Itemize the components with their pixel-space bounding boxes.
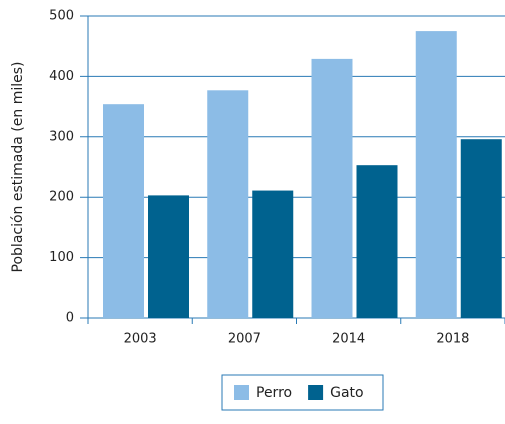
bar <box>311 58 353 318</box>
y-tick-label: 400 <box>49 69 74 84</box>
bar <box>207 90 249 319</box>
x-tick-label: 2007 <box>228 332 261 347</box>
bar <box>460 139 502 318</box>
bar <box>148 195 189 318</box>
legend-label: Gato <box>330 385 363 401</box>
y-tick-label: 100 <box>49 250 74 265</box>
y-tick-label: 500 <box>49 9 74 24</box>
legend-swatch <box>234 385 249 400</box>
bar <box>252 190 294 318</box>
y-axis-label: Población estimada (en miles) <box>10 62 26 273</box>
x-tick-label: 2014 <box>332 332 365 347</box>
bar <box>415 31 457 318</box>
legend-label: Perro <box>256 385 292 401</box>
bar <box>103 104 144 319</box>
y-tick-label: 200 <box>49 190 74 205</box>
legend-swatch <box>308 385 324 400</box>
x-tick-label: 2018 <box>436 332 469 347</box>
y-tick-label: 0 <box>66 311 74 326</box>
x-tick-label: 2003 <box>124 332 157 347</box>
bar <box>356 165 398 318</box>
y-tick-label: 300 <box>49 129 74 144</box>
